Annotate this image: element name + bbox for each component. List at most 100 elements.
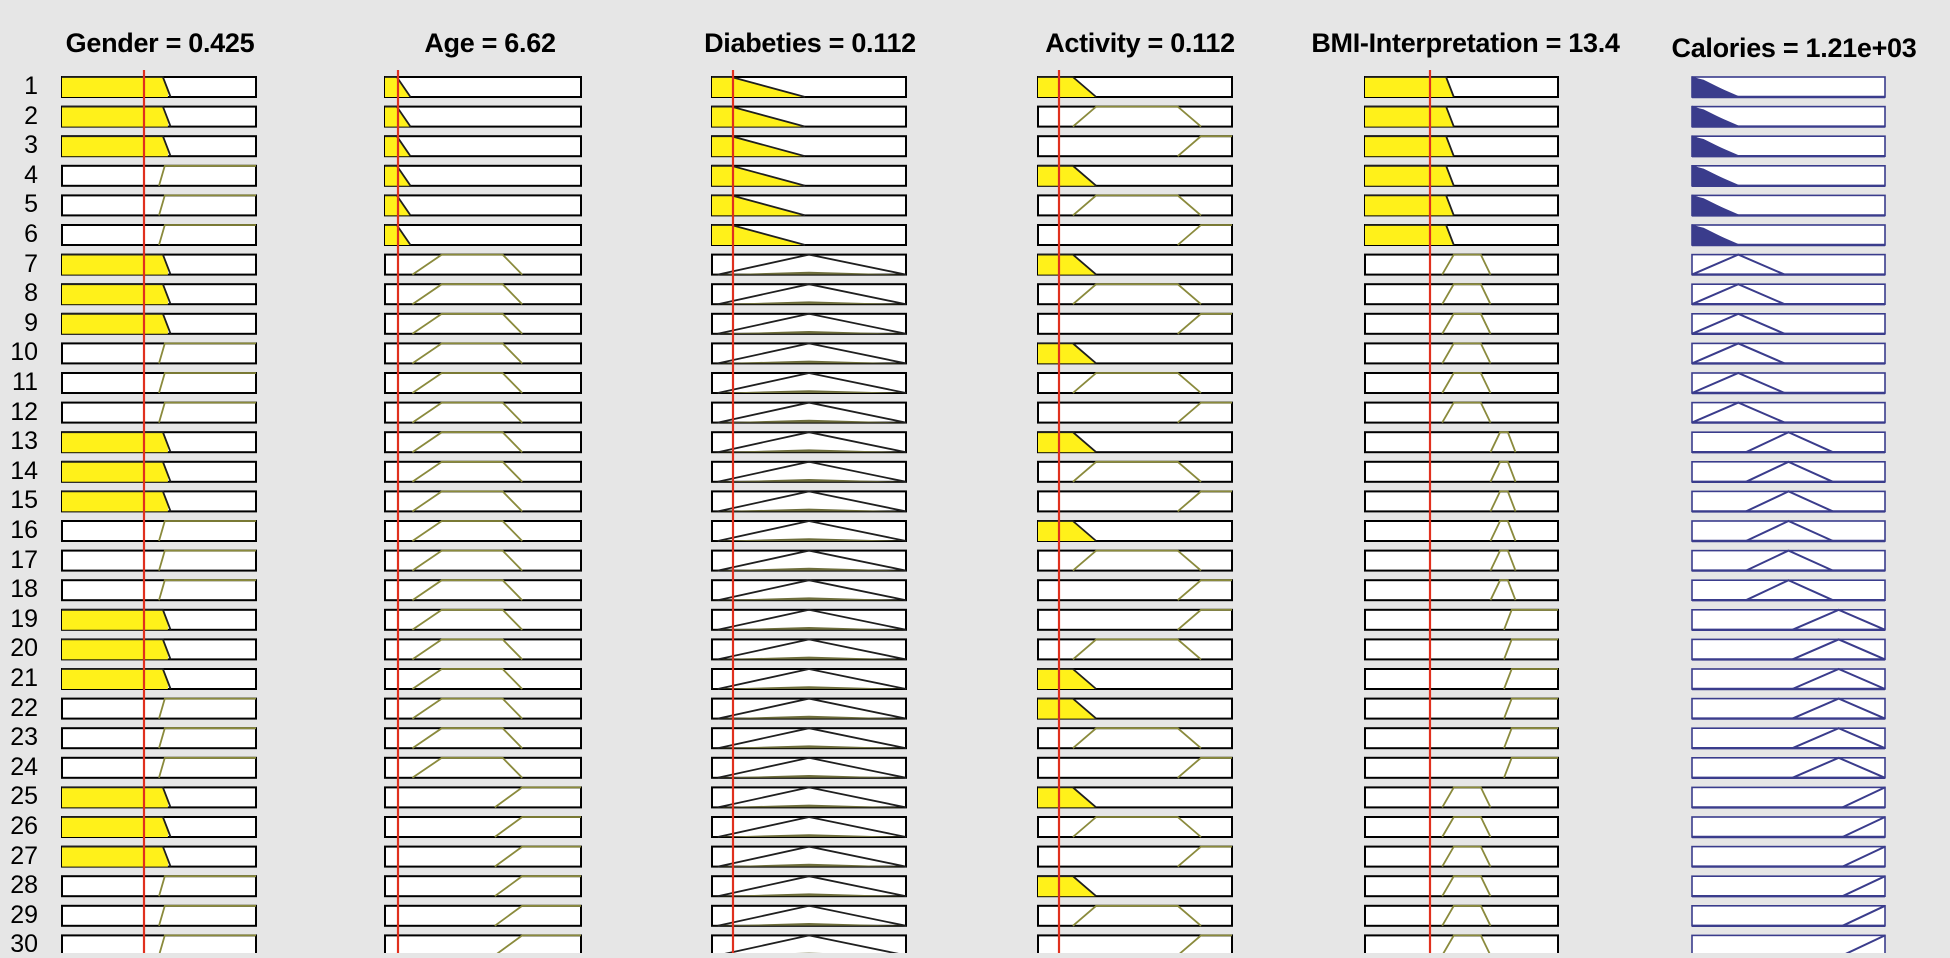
rule-age-cell xyxy=(385,847,581,867)
rule-bmi-cell xyxy=(1365,817,1558,837)
rule-diabetes-cell xyxy=(712,876,906,896)
rule-number: 4 xyxy=(0,163,38,188)
rule-bmi-cell xyxy=(1365,255,1558,275)
rule-number: 28 xyxy=(0,873,38,898)
rule-calories-cell xyxy=(1692,935,1885,953)
rule-diabetes-cell xyxy=(712,817,906,837)
gender-female-membership-fill xyxy=(62,136,168,156)
gender-female-membership-fill xyxy=(62,610,168,630)
rule-age-cell xyxy=(385,314,581,334)
bmi-under-membership-fill xyxy=(1365,77,1454,97)
rule-calories-cell xyxy=(1692,491,1885,511)
rule-calories-cell xyxy=(1692,639,1885,659)
rule-bmi-cell xyxy=(1365,343,1558,363)
rule-bmi-cell xyxy=(1365,935,1558,953)
rule-calories-cell xyxy=(1692,906,1885,926)
rule-bmi-cell xyxy=(1365,403,1558,423)
rule-diabetes-cell xyxy=(712,580,906,600)
rule-calories-cell xyxy=(1692,580,1885,600)
rule-diabetes-cell xyxy=(712,787,906,807)
rule-bmi-cell xyxy=(1365,284,1558,304)
rule-age-cell xyxy=(385,373,581,393)
rule-calories-cell xyxy=(1692,847,1885,867)
rule-number: 21 xyxy=(0,666,38,691)
rule-bmi-cell xyxy=(1365,906,1558,926)
rule-age-cell xyxy=(385,107,581,127)
gender-female-membership-fill xyxy=(62,255,168,275)
rule-number: 11 xyxy=(0,370,38,395)
rule-calories-cell xyxy=(1692,343,1885,363)
rule-bmi-cell xyxy=(1365,787,1558,807)
rule-number: 26 xyxy=(0,814,38,839)
rule-diabetes-cell xyxy=(712,639,906,659)
rule-diabetes-cell xyxy=(712,521,906,541)
rule-number: 9 xyxy=(0,311,38,336)
rule-diabetes-cell xyxy=(712,758,906,778)
rule-activity-cell xyxy=(1038,314,1232,334)
rule-number: 27 xyxy=(0,844,38,869)
rule-number: 18 xyxy=(0,577,38,602)
rule-age-cell xyxy=(385,255,581,275)
rule-activity-cell xyxy=(1038,462,1232,482)
rule-diabetes-cell xyxy=(712,491,906,511)
gender-female-membership-fill xyxy=(62,669,168,689)
rule-diabetes-cell xyxy=(712,373,906,393)
rule-diabetes-cell xyxy=(712,906,906,926)
rule-number: 14 xyxy=(0,459,38,484)
calories-output-title: Calories = 1.21e+03 xyxy=(1644,33,1944,64)
rule-age-cell xyxy=(385,225,581,245)
rule-number: 10 xyxy=(0,340,38,365)
rule-activity-cell xyxy=(1038,107,1232,127)
gender-female-membership-fill xyxy=(62,77,168,97)
bmi-under-membership-fill xyxy=(1365,195,1454,215)
rule-calories-cell xyxy=(1692,403,1885,423)
rule-diabetes-cell xyxy=(712,343,906,363)
rule-age-cell xyxy=(385,639,581,659)
rule-number: 6 xyxy=(0,222,38,247)
rule-calories-cell xyxy=(1692,699,1885,719)
rule-calories-cell xyxy=(1692,521,1885,541)
rule-calories-cell xyxy=(1692,432,1885,452)
rule-bmi-cell xyxy=(1365,610,1558,630)
rule-activity-cell xyxy=(1038,935,1232,953)
gender-female-membership-fill xyxy=(62,639,168,659)
rule-bmi-cell xyxy=(1365,728,1558,748)
gender-variable-title: Gender = 0.425 xyxy=(40,28,280,59)
gender-female-membership-fill xyxy=(62,107,168,127)
rule-activity-cell xyxy=(1038,847,1232,867)
rule-number: 5 xyxy=(0,192,38,217)
rule-bmi-cell xyxy=(1365,373,1558,393)
gender-female-membership-fill xyxy=(62,817,168,837)
rule-number: 15 xyxy=(0,488,38,513)
rule-activity-cell xyxy=(1038,284,1232,304)
rule-age-cell xyxy=(385,491,581,511)
rule-diabetes-cell xyxy=(712,551,906,571)
rule-diabetes-cell xyxy=(712,610,906,630)
bmi-under-membership-fill xyxy=(1365,225,1454,245)
rule-age-cell xyxy=(385,758,581,778)
rule-activity-cell xyxy=(1038,491,1232,511)
rule-diabetes-cell xyxy=(712,699,906,719)
rule-age-cell xyxy=(385,432,581,452)
rule-activity-cell xyxy=(1038,225,1232,245)
rule-bmi-cell xyxy=(1365,462,1558,482)
rule-calories-cell xyxy=(1692,373,1885,393)
rule-activity-cell xyxy=(1038,195,1232,215)
bmi-variable-title: BMI-Interpretation = 13.4 xyxy=(1283,28,1648,59)
rule-bmi-cell xyxy=(1365,432,1558,452)
rule-calories-cell xyxy=(1692,758,1885,778)
rule-number: 22 xyxy=(0,696,38,721)
gender-female-membership-fill xyxy=(62,314,168,334)
rule-activity-cell xyxy=(1038,373,1232,393)
rule-diabetes-cell xyxy=(712,669,906,689)
rule-diabetes-cell xyxy=(712,284,906,304)
rule-number: 20 xyxy=(0,636,38,661)
gender-female-membership-fill xyxy=(62,491,168,511)
rule-bmi-cell xyxy=(1365,758,1558,778)
rule-number: 24 xyxy=(0,755,38,780)
rule-calories-cell xyxy=(1692,314,1885,334)
rule-diabetes-cell xyxy=(712,255,906,275)
rule-number: 1 xyxy=(0,74,38,99)
rule-number: 30 xyxy=(0,932,38,957)
